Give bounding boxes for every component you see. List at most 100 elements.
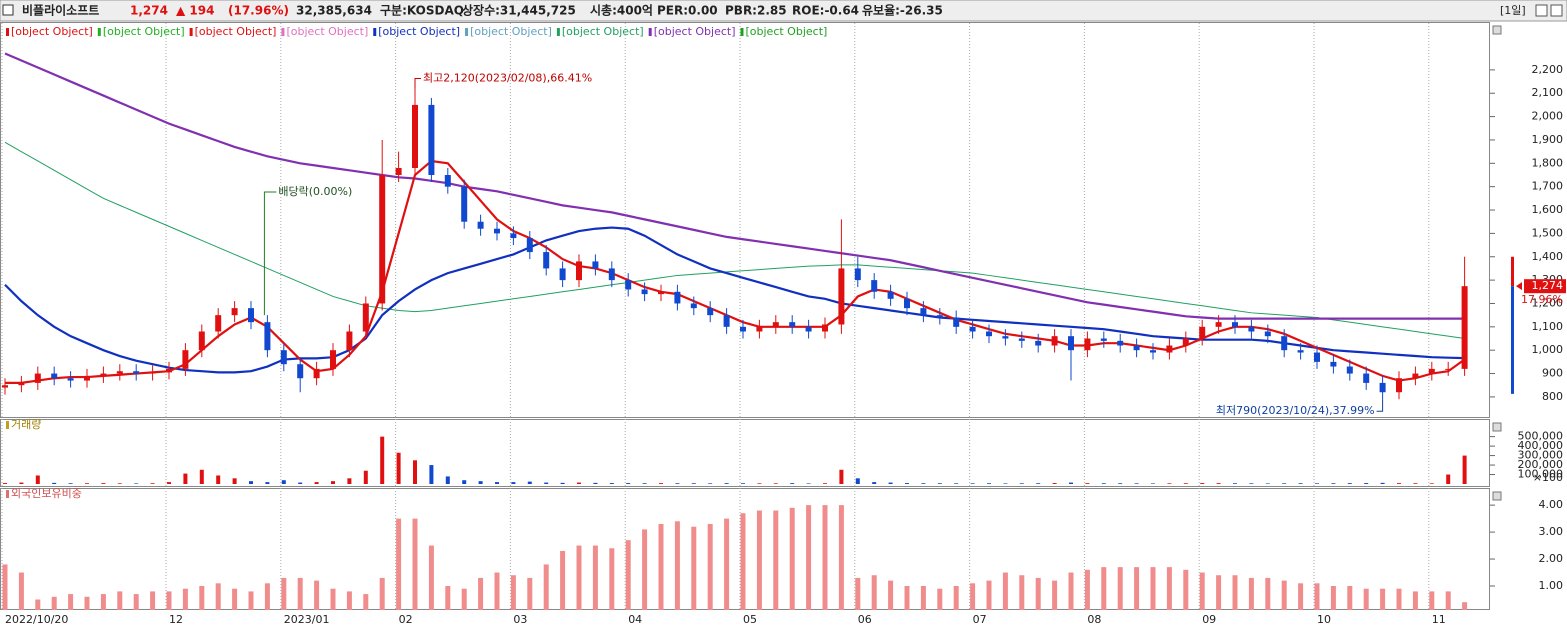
bar	[117, 591, 123, 610]
bar	[150, 483, 155, 484]
y-tick-label: 1,200	[1532, 296, 1564, 309]
candle-body	[1330, 361, 1337, 367]
dividend-line	[263, 191, 277, 316]
bar	[741, 483, 745, 484]
high-label: 최고2,120(2023/02/08),66.41%	[423, 72, 592, 85]
bar	[445, 476, 450, 484]
bar	[1298, 483, 1303, 484]
candle-body	[100, 373, 107, 376]
bar	[954, 483, 959, 484]
y-tick-label: 900	[1542, 367, 1563, 380]
bar	[642, 483, 647, 484]
bar	[18, 572, 24, 610]
candle-body	[428, 104, 435, 175]
bar	[134, 483, 139, 484]
bar	[1363, 588, 1369, 610]
candle-body	[1445, 368, 1452, 370]
candle-body	[1363, 373, 1370, 383]
shares: 상장수:31,445,725	[462, 3, 576, 18]
bar	[756, 510, 762, 610]
y-tick-label: 800	[1542, 390, 1563, 403]
bar	[1364, 483, 1369, 484]
low-label: 최저790(2023/10/24),37.99%	[1216, 404, 1375, 417]
bar	[642, 529, 648, 610]
bar	[609, 548, 615, 610]
bar	[691, 526, 697, 610]
bar	[1429, 591, 1435, 610]
candle-body	[723, 315, 730, 327]
last-marker	[1516, 282, 1522, 291]
y-tick-label: 1,600	[1532, 203, 1564, 216]
bar	[85, 483, 89, 484]
bar	[298, 482, 303, 484]
change-pct: (17.96%)	[228, 4, 289, 18]
candle-body	[84, 375, 90, 381]
bar	[921, 483, 926, 484]
candle-body	[395, 167, 402, 175]
period[interactable]: [1일]	[1500, 3, 1526, 17]
candle-body	[1182, 338, 1189, 346]
bar	[593, 482, 598, 484]
bar	[117, 483, 122, 484]
candle-body	[1035, 340, 1042, 346]
bar	[987, 483, 991, 484]
checkbox[interactable]	[2, 4, 14, 16]
panel-swatch	[6, 490, 9, 498]
bar	[806, 505, 812, 610]
bar	[52, 482, 57, 484]
panel-button[interactable]	[1492, 25, 1502, 35]
bar	[1446, 474, 1451, 484]
bar	[494, 572, 500, 610]
x-tick-label: 12	[169, 613, 183, 626]
bar	[1249, 483, 1254, 484]
bar	[1117, 567, 1123, 610]
y-tick-label: 400,000	[1518, 439, 1564, 452]
panel-title: 거래량	[11, 418, 41, 431]
candle-body	[182, 350, 189, 369]
legend-label: [object Object]	[103, 25, 185, 38]
bar	[789, 507, 795, 610]
candle-body	[1379, 382, 1386, 393]
candle-body	[313, 368, 320, 379]
low-arrow	[1376, 399, 1384, 412]
bar	[1429, 483, 1434, 484]
bar	[659, 483, 663, 484]
x-tick-label: 03	[513, 613, 527, 626]
bar	[281, 577, 287, 610]
candle-body	[149, 372, 156, 374]
candle-body	[1002, 336, 1009, 339]
bar	[297, 577, 303, 610]
close-button[interactable]	[1550, 4, 1563, 17]
candle-body	[34, 373, 41, 383]
candle-body	[805, 326, 812, 332]
bar	[314, 482, 319, 484]
y-tick-label: 1,900	[1532, 133, 1564, 146]
y-tick-label: 1,500	[1532, 226, 1564, 239]
candle-body	[1346, 366, 1353, 374]
x-tick-label: 10	[1317, 613, 1331, 626]
bar	[1151, 483, 1155, 484]
bar	[150, 591, 156, 610]
y-tick-label: 2.00	[1539, 552, 1564, 565]
bar	[1216, 483, 1221, 484]
y-tick-label: 100,000	[1518, 468, 1564, 481]
panel-button[interactable]	[1492, 422, 1502, 432]
bar	[396, 518, 402, 610]
bar	[986, 580, 992, 610]
bar	[19, 482, 24, 484]
restore-button[interactable]	[1535, 4, 1548, 17]
bar	[1019, 483, 1024, 484]
candle-body	[789, 322, 796, 327]
bar	[429, 465, 434, 484]
bar	[544, 482, 549, 484]
candle-body	[461, 186, 468, 222]
reserve: 유보율:-26.35	[862, 4, 943, 18]
candle-body	[1018, 338, 1025, 341]
bar	[1036, 483, 1041, 484]
legend-label: [object Object]	[11, 25, 93, 38]
panel-button[interactable]	[1492, 491, 1502, 501]
bar	[1462, 602, 1468, 610]
candle-body	[1100, 338, 1107, 341]
